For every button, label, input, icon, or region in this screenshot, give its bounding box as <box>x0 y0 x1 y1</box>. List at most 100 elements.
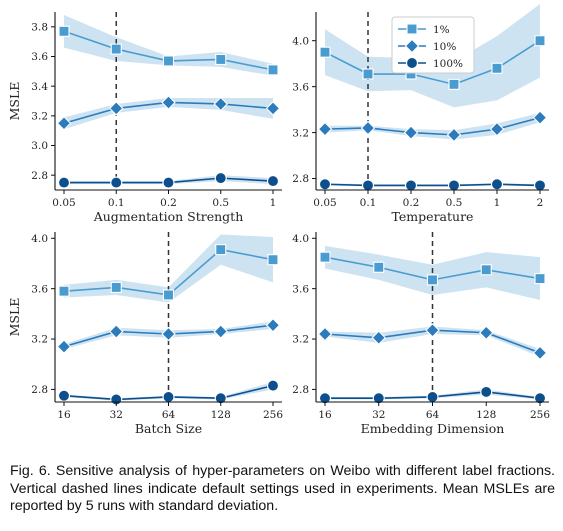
x-tick-label: 1 <box>494 197 501 209</box>
x-axis-title: Temperature <box>392 209 474 224</box>
data-point-10pct-128 <box>213 324 229 339</box>
x-tick-label: 0.1 <box>360 197 377 209</box>
y-tick-label: 4.0 <box>292 233 309 245</box>
std-band-1pct <box>64 14 273 76</box>
x-tick-label: 0.5 <box>212 197 229 209</box>
data-point-10pct-16 <box>56 339 72 354</box>
x-tick-label: 2 <box>537 197 544 209</box>
data-point-1pct-2 <box>534 35 546 47</box>
data-point-1pct-0.05 <box>319 46 331 58</box>
x-tick-label: 128 <box>476 409 496 421</box>
chart-panel-embedding-dimension: 2.8 3.2 3.6 4.0 16 32 64 128 256 Embedding Dimens… <box>292 232 550 436</box>
series-line-100pct <box>324 183 541 187</box>
data-point-10pct-0.1 <box>360 120 376 136</box>
x-tick-label: 0.2 <box>160 197 177 209</box>
chart-panel-batch-size: 2.8 3.2 3.6 4.0 16 32 64 128 256 Batch Size MSLE <box>7 232 283 436</box>
data-point-1pct-0.2 <box>162 55 175 67</box>
data-point-1pct-0.1 <box>362 68 374 80</box>
data-point-10pct-64 <box>161 326 176 342</box>
x-axis-title: Batch Size <box>135 421 202 436</box>
data-point-1pct-128 <box>215 244 227 256</box>
data-point-100pct-2 <box>533 179 547 192</box>
x-tick-label: 32 <box>110 409 123 421</box>
x-tick-label: 256 <box>263 409 283 421</box>
y-tick-label: 3.6 <box>31 283 48 295</box>
data-point-100pct-1 <box>490 178 504 191</box>
data-point-10pct-256 <box>532 345 548 361</box>
data-point-10pct-0.2 <box>161 95 176 110</box>
data-point-100pct-0.1 <box>361 179 375 192</box>
y-tick-label: 3.6 <box>292 283 309 295</box>
x-tick-label: 0.2 <box>403 197 420 209</box>
chart-panel-temperature: 2.8 3.2 3.6 4.0 0.05 0.1 0.2 0.5 1 2 Temperature 1%… <box>292 3 549 224</box>
legend-marker-circle <box>405 56 419 70</box>
data-point-100pct-1 <box>266 175 280 188</box>
data-point-100pct-256 <box>266 379 280 392</box>
y-tick-label: 3.2 <box>292 127 309 139</box>
y-tick-label: 3.8 <box>31 22 48 34</box>
data-point-1pct-256 <box>534 273 546 285</box>
data-point-100pct-128 <box>480 385 493 398</box>
legend-label: 10% <box>433 41 456 53</box>
data-point-100pct-64 <box>426 390 439 404</box>
y-tick-label: 2.8 <box>31 170 48 182</box>
x-tick-label: 128 <box>211 409 231 421</box>
x-axis-title: Embedding Dimension <box>361 421 505 436</box>
data-point-100pct-0.05 <box>318 178 332 191</box>
y-tick-label: 3.6 <box>292 81 309 93</box>
data-point-10pct-1 <box>265 101 281 116</box>
x-tick-label: 0.05 <box>52 197 75 209</box>
data-point-10pct-32 <box>108 324 124 339</box>
y-tick-label: 3.0 <box>31 140 48 152</box>
x-tick-label: 64 <box>162 409 176 421</box>
x-tick-label: 0.05 <box>313 197 336 209</box>
data-point-10pct-1 <box>489 121 505 137</box>
figure-caption: Fig. 6. Sensitive analysis of hyper-para… <box>10 463 555 514</box>
data-point-10pct-0.5 <box>446 127 462 143</box>
y-tick-label: 3.6 <box>31 51 48 63</box>
y-tick-label: 2.8 <box>292 384 309 396</box>
legend-marker-diamond <box>404 38 420 54</box>
data-point-1pct-64 <box>162 289 175 301</box>
legend-label: 100% <box>433 58 463 70</box>
data-point-10pct-128 <box>478 325 494 341</box>
data-point-1pct-0.1 <box>110 43 122 55</box>
chart-panel-augmentation-strength: 2.8 3.0 3.2 3.4 3.6 3.8 0.05 0.1 0.2 0.5 1 Augmenta… <box>7 12 282 224</box>
data-point-1pct-32 <box>110 281 122 293</box>
data-point-10pct-32 <box>371 330 387 346</box>
data-point-100pct-64 <box>162 390 175 404</box>
data-point-1pct-0.5 <box>448 78 460 90</box>
x-tick-label: 0.1 <box>108 197 125 209</box>
series-line-1pct <box>324 40 541 86</box>
data-point-1pct-32 <box>373 261 385 273</box>
data-point-10pct-256 <box>265 317 281 333</box>
data-point-1pct-16 <box>319 251 331 263</box>
data-point-1pct-256 <box>267 254 279 266</box>
data-point-100pct-0.2 <box>162 176 175 189</box>
x-tick-label: 256 <box>530 409 550 421</box>
data-point-10pct-0.2 <box>403 125 419 140</box>
x-axis-title: Augmentation Strength <box>93 209 244 224</box>
data-point-1pct-0.5 <box>215 53 227 66</box>
data-point-100pct-0.5 <box>447 179 461 192</box>
data-point-100pct-0.1 <box>110 176 123 189</box>
sensitivity-figure: 2.8 3.0 3.2 3.4 3.6 3.8 0.05 0.1 0.2 0.5 1 Augmenta… <box>7 3 550 436</box>
std-band-10pct <box>325 113 540 140</box>
data-point-1pct-1 <box>267 64 279 76</box>
data-point-10pct-0.5 <box>213 96 229 112</box>
y-tick-label: 2.8 <box>31 384 48 396</box>
x-tick-label: 1 <box>270 197 277 209</box>
y-axis-title: MSLE <box>7 298 22 337</box>
x-tick-label: 0.5 <box>446 197 463 209</box>
data-point-100pct-0.5 <box>214 172 227 185</box>
data-point-1pct-64 <box>426 274 439 286</box>
std-band-1pct <box>325 3 540 108</box>
y-tick-label: 3.4 <box>31 81 48 93</box>
y-tick-label: 3.2 <box>292 334 309 346</box>
legend: 1% 10% 100% <box>391 16 475 74</box>
data-point-100pct-16 <box>57 389 71 402</box>
legend-label: 1% <box>433 24 450 36</box>
data-point-1pct-128 <box>480 264 492 276</box>
y-tick-label: 3.2 <box>31 111 48 123</box>
y-axis-title: MSLE <box>7 82 22 121</box>
